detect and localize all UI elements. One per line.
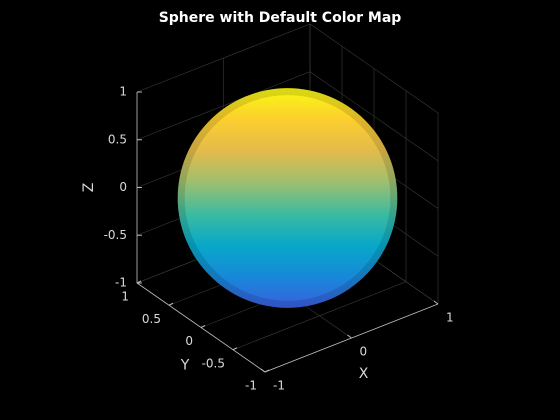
z-tick-label: 0	[119, 180, 127, 194]
tick-mark	[136, 280, 142, 284]
z-tick-label: 1	[119, 85, 127, 99]
y-tick-label: 0	[185, 334, 193, 348]
y-tick-label: -0.5	[202, 356, 225, 370]
tick-mark	[200, 325, 206, 328]
z-tick-label: -0.5	[104, 228, 127, 242]
y-tick-label: -1	[245, 379, 257, 393]
chart-title: Sphere with Default Color Map	[159, 10, 402, 26]
tick-mark	[264, 369, 270, 373]
tick-mark	[168, 302, 174, 306]
x-axis-label: X	[359, 366, 369, 382]
tick-mark	[260, 368, 266, 373]
x-tick-label: 0	[360, 345, 368, 359]
z-tick-label: 0.5	[108, 132, 127, 146]
z-tick-label: -1	[115, 276, 127, 290]
x-tick-label: 1	[446, 311, 454, 325]
y-tick-label: 0.5	[142, 312, 161, 326]
y-axis-label: Y	[180, 358, 190, 374]
grid-line	[232, 90, 407, 351]
y-tick-label: 1	[121, 290, 129, 304]
x-tick-label: -1	[273, 379, 285, 393]
tick-mark	[433, 300, 439, 305]
surface	[177, 88, 398, 308]
tick-mark	[232, 347, 238, 351]
z-axis-label: Z	[81, 183, 97, 193]
surface-shade	[170, 81, 405, 315]
tick-mark	[347, 334, 352, 339]
